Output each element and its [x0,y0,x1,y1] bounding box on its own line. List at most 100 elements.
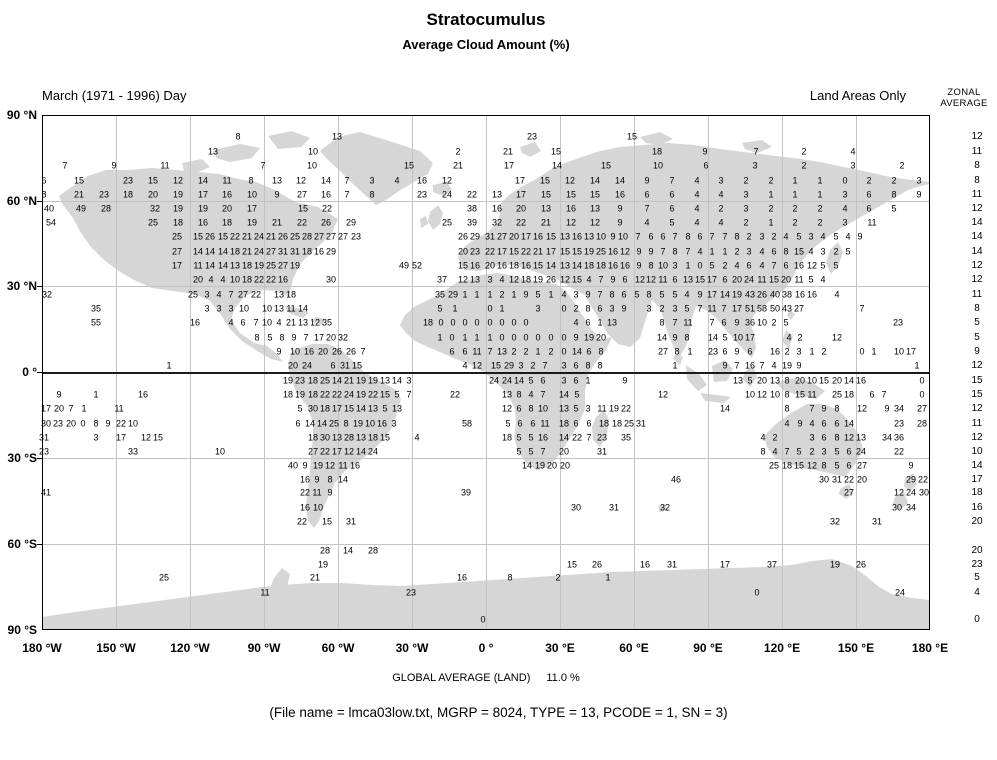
map-value: 16 [793,260,805,271]
map-value: 13 [355,432,367,443]
map-value: 14 [558,432,570,443]
map-value: 5 [528,432,534,443]
map-value: 9 [573,332,579,343]
map-value: 17 [115,432,127,443]
map-value: 22 [571,432,583,443]
map-value: 26 [457,231,469,242]
zonal-average-value: 20 [971,516,983,527]
map-value: 24 [301,360,313,371]
map-value: 7 [685,246,691,257]
map-value: 18 [221,217,233,228]
map-value: 2 [455,146,461,157]
map-value: 13 [331,432,343,443]
map-value: 3 [216,303,222,314]
map-value: 5 [659,289,665,300]
map-value: 1 [817,189,823,200]
map-value: 15 [566,559,578,570]
map-value: 5 [573,403,579,414]
zonal-average-value: 8 [974,303,980,314]
map-value: 16 [614,189,626,200]
map-value: 4 [850,146,856,157]
map-value: 27 [496,231,508,242]
map-value: 16 [769,346,781,357]
map-value: 21 [502,146,514,157]
zonal-average-value: 11 [971,289,983,300]
map-value: 14 [843,375,855,386]
map-value: 27 [843,487,855,498]
map-value: 13 [331,131,343,142]
map-value: 13 [379,375,391,386]
map-value: 7 [260,160,266,171]
map-value: 7 [68,403,74,414]
lat-label: 30 °N [6,279,37,293]
map-value: 8 [609,289,615,300]
map-value: 12 [471,360,483,371]
map-value: 0 [842,175,848,186]
lat-tick [37,372,42,373]
map-value: 3 [406,375,412,386]
map-value: 43 [781,303,793,314]
map-value: 6 [821,432,827,443]
map-value: 10 [893,346,905,357]
map-value: 35 [620,432,632,443]
map-value: 12 [457,274,469,285]
map-value: 2 [511,346,517,357]
map-value: 12 [343,446,355,457]
map-value: 7 [709,317,715,328]
map-value: 6 [622,274,628,285]
map-value: 12 [589,217,601,228]
map-value: 9 [648,246,654,257]
map-value: 10 [744,389,756,400]
map-value: 22 [115,418,127,429]
map-value: 40 [769,289,781,300]
map-value: 20 [484,260,496,271]
map-value: 11 [472,346,482,357]
map-value: 21 [73,189,85,200]
map-value: 28 [100,203,112,214]
map-value: 25 [158,572,170,583]
map-value: 14 [331,375,343,386]
map-value: 7 [344,175,350,186]
map-value: 9 [916,189,922,200]
zonal-average-value: 18 [971,487,983,498]
map-value: 27 [916,403,928,414]
map-value: 12 [856,403,868,414]
map-value: 0 [450,317,456,328]
map-value: 4 [573,317,579,328]
map-value: 1 [672,360,678,371]
map-value: 4 [644,217,650,228]
map-value: 14 [558,389,570,400]
map-value: 5 [672,289,678,300]
map-value: 4 [499,274,505,285]
map-value: 25 [171,231,183,242]
map-value: 15 [217,231,229,242]
map-value: 3 [752,160,758,171]
map-value: 13 [559,260,571,271]
map-value: 3 [809,432,815,443]
map-value: 23 [98,189,110,200]
map-value: 6 [669,203,675,214]
map-value: 2 [743,217,749,228]
map-value: 46 [670,474,682,485]
map-value: 2 [768,175,774,186]
map-value: 10 [229,274,241,285]
map-value: 15 [559,246,571,257]
map-value: 14 [513,375,525,386]
map-value: 21 [271,217,283,228]
map-value: 4 [694,217,700,228]
gridline-horizontal [42,286,930,287]
global-average-line: GLOBAL AVERAGE (LAND) 11.0 % [42,672,930,684]
map-value: 29 [325,246,337,257]
map-value: 6 [648,231,654,242]
map-value: 0 [535,332,541,343]
map-value: 7 [542,360,548,371]
map-value: 2 [899,160,905,171]
map-value: 9 [821,403,827,414]
map-value: 14 [571,346,583,357]
map-value: 18 [319,403,331,414]
map-value: 3 [850,160,856,171]
map-value: 16 [313,246,325,257]
map-value: 0 [511,317,517,328]
map-value: 0 [499,332,505,343]
landmass-iceland [433,182,452,196]
